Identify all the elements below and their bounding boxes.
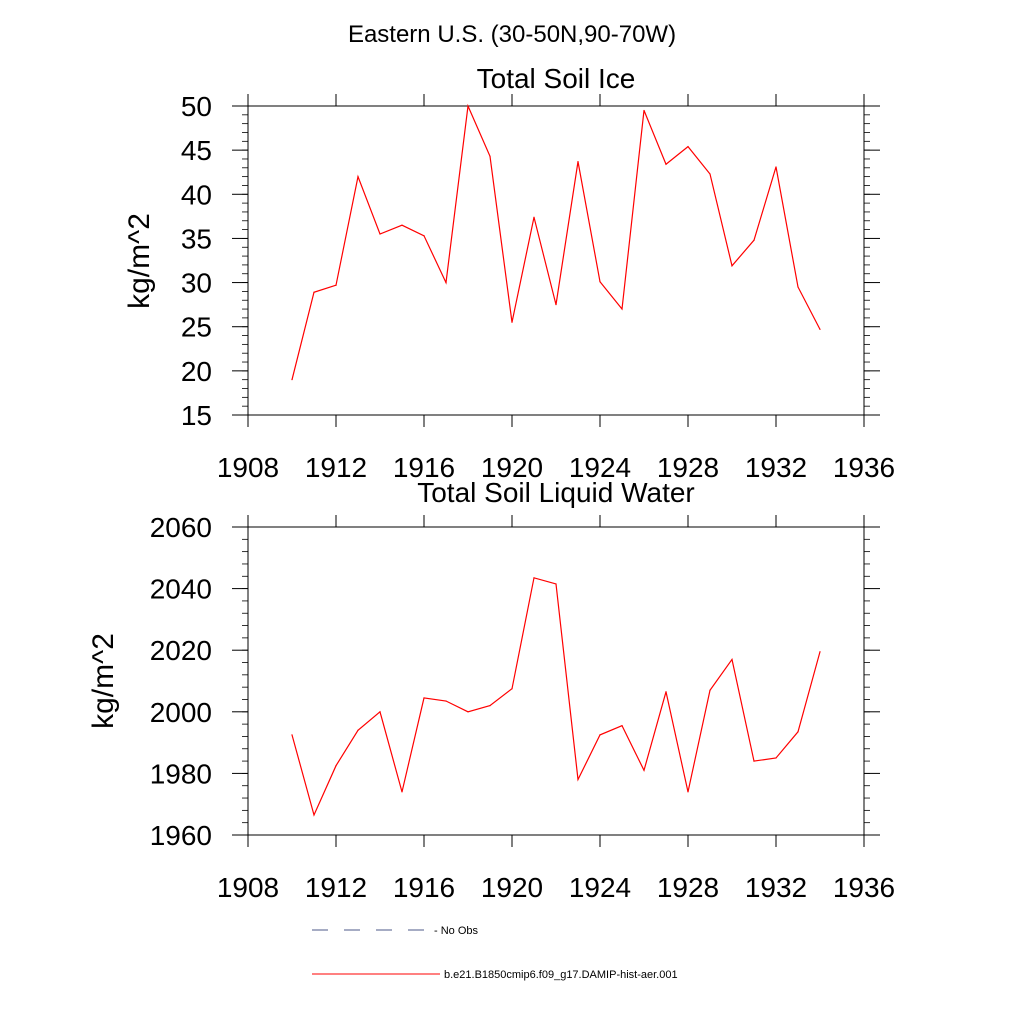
series-line bbox=[291, 103, 821, 380]
data-point bbox=[401, 791, 403, 793]
x-tick-label: 1924 bbox=[569, 872, 631, 903]
data-point bbox=[533, 216, 535, 218]
data-point bbox=[445, 281, 447, 284]
data-point bbox=[423, 235, 425, 237]
data-point bbox=[335, 765, 337, 767]
x-tick-label: 1908 bbox=[217, 452, 279, 483]
y-tick-label: 15 bbox=[181, 400, 212, 431]
x-tick-label: 1920 bbox=[481, 452, 543, 483]
y-tick-label: 2020 bbox=[150, 635, 212, 666]
y-tick-label: 2060 bbox=[150, 512, 212, 543]
data-point bbox=[511, 688, 513, 690]
data-point bbox=[621, 308, 623, 310]
data-point bbox=[401, 224, 403, 226]
data-point bbox=[577, 778, 579, 781]
data-point bbox=[577, 161, 579, 163]
series-line bbox=[291, 577, 821, 817]
data-point bbox=[379, 233, 381, 235]
x-tick-label: 1916 bbox=[393, 452, 455, 483]
x-tick-label: 1912 bbox=[305, 452, 367, 483]
data-point bbox=[357, 729, 359, 731]
y-tick-label: 35 bbox=[181, 223, 212, 254]
data-point bbox=[753, 239, 755, 241]
data-point bbox=[555, 583, 557, 585]
data-point bbox=[687, 791, 689, 793]
data-point bbox=[709, 173, 711, 175]
plot-frame bbox=[247, 105, 865, 416]
data-point bbox=[819, 328, 821, 330]
data-point bbox=[379, 711, 381, 713]
data-point bbox=[819, 651, 821, 653]
data-point bbox=[687, 146, 689, 148]
x-tick-label: 1912 bbox=[305, 872, 367, 903]
x-tick-label: 1928 bbox=[657, 452, 719, 483]
data-point bbox=[335, 284, 337, 286]
data-point bbox=[291, 734, 293, 736]
data-point bbox=[775, 166, 777, 168]
legend-no-obs-label: - No Obs bbox=[434, 925, 479, 937]
y-tick-label: 1960 bbox=[150, 820, 212, 851]
y-tick-label: 2000 bbox=[150, 697, 212, 728]
data-point bbox=[709, 689, 711, 691]
panel-title: Total Soil Liquid Water bbox=[417, 477, 695, 508]
data-point bbox=[731, 265, 733, 267]
x-tick-label: 1908 bbox=[217, 872, 279, 903]
panel-total-soil-liquid-water: Total Soil Liquid Water kg/m^2 1960 1980 2… bbox=[87, 477, 895, 903]
data-point bbox=[467, 711, 469, 713]
y-tick-label: 1980 bbox=[150, 758, 212, 789]
data-point bbox=[665, 163, 667, 165]
y-tick-label: 45 bbox=[181, 135, 212, 166]
data-point bbox=[731, 658, 733, 661]
data-point bbox=[797, 731, 799, 733]
data-point bbox=[423, 697, 425, 699]
x-tick-label: 1936 bbox=[833, 872, 895, 903]
data-point bbox=[357, 176, 359, 178]
x-tick-label: 1936 bbox=[833, 452, 895, 483]
data-point bbox=[797, 286, 799, 288]
data-point bbox=[511, 321, 513, 323]
plot-frame bbox=[247, 526, 865, 836]
data-point bbox=[599, 281, 601, 283]
data-point bbox=[753, 760, 755, 762]
x-tick-label: 1924 bbox=[569, 452, 631, 483]
data-point bbox=[467, 105, 469, 107]
data-point bbox=[665, 691, 667, 693]
x-tick-label: 1932 bbox=[745, 872, 807, 903]
data-point bbox=[555, 304, 557, 306]
figure-suptitle: Eastern U.S. (30-50N,90-70W) bbox=[348, 21, 676, 48]
y-tick-label: 40 bbox=[181, 179, 212, 210]
y-tick-label: 25 bbox=[181, 312, 212, 343]
data-point bbox=[313, 291, 315, 293]
data-point bbox=[291, 379, 293, 381]
data-point bbox=[489, 155, 491, 157]
x-tick-label: 1928 bbox=[657, 872, 719, 903]
data-point bbox=[775, 757, 777, 759]
legend: - No Obs b.e21.B1850cmip6.f09_g17.DAMIP-… bbox=[312, 925, 678, 981]
data-point bbox=[599, 734, 601, 736]
data-point bbox=[533, 577, 535, 579]
y-tick-label: 50 bbox=[181, 91, 212, 122]
y-tick-label: 30 bbox=[181, 268, 212, 299]
data-point bbox=[621, 725, 623, 727]
data-point bbox=[643, 109, 645, 112]
data-point bbox=[445, 700, 447, 702]
y-tick-label: 2040 bbox=[150, 574, 212, 605]
plot-area: 15 20 25 30 35 40 45 50 1908 1912 1916 1920 1924 1928… bbox=[181, 91, 895, 483]
panel-title: Total Soil Ice bbox=[477, 63, 636, 94]
y-axis-label: kg/m^2 bbox=[123, 213, 156, 309]
x-tick-label: 1932 bbox=[745, 452, 807, 483]
plot-area: 1960 1980 2000 2020 2040 2060 1908 1912 1916 1920… bbox=[150, 512, 895, 903]
legend-model-label: b.e21.B1850cmip6.f09_g17.DAMIP-hist-aer.… bbox=[444, 969, 678, 981]
data-point bbox=[313, 814, 315, 816]
y-axis-label: kg/m^2 bbox=[87, 633, 120, 729]
x-tick-label: 1916 bbox=[393, 872, 455, 903]
x-tick-label: 1920 bbox=[481, 872, 543, 903]
data-point bbox=[489, 705, 491, 707]
panel-total-soil-ice: Total Soil Ice kg/m^2 15 20 25 30 35 40 45 50 19… bbox=[123, 63, 895, 483]
data-point bbox=[643, 769, 645, 771]
y-tick-label: 20 bbox=[181, 356, 212, 387]
